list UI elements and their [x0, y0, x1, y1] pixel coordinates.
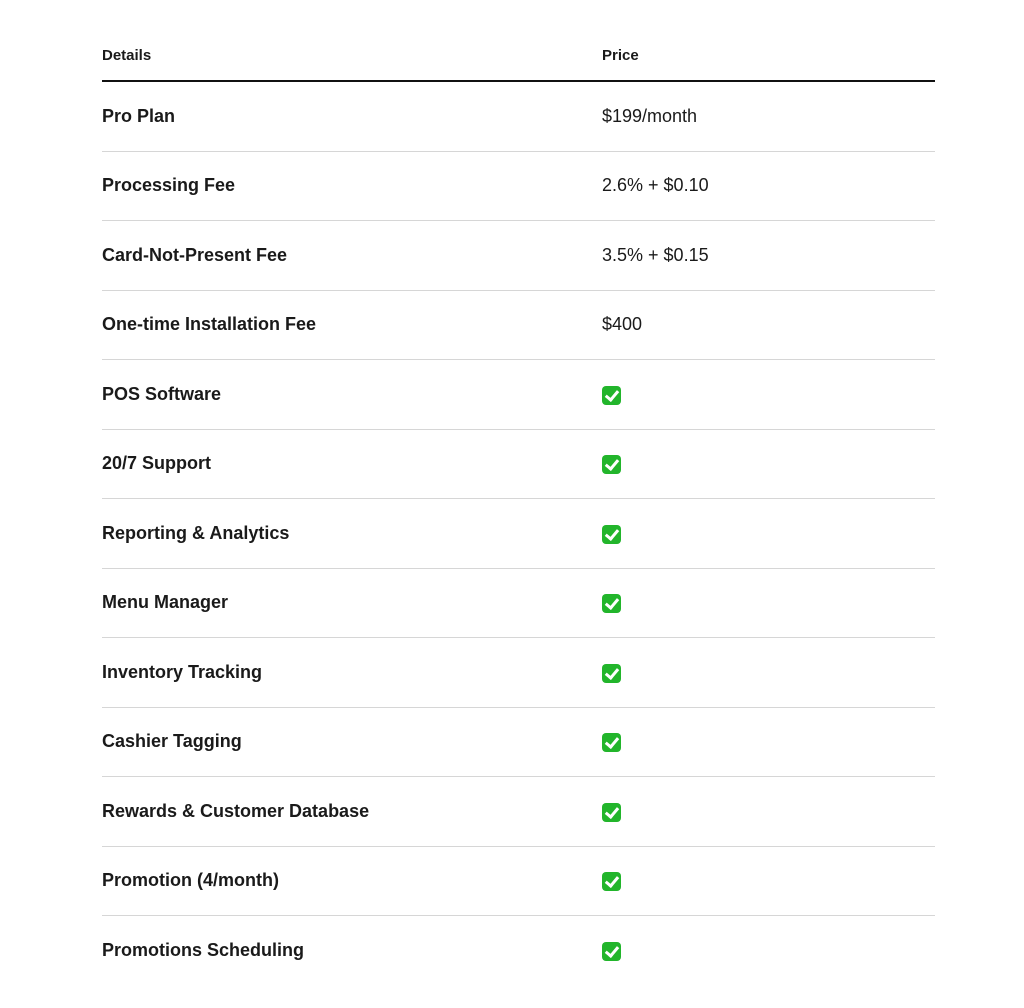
table-row: Menu Manager: [102, 569, 935, 638]
detail-cell: Card-Not-Present Fee: [102, 244, 288, 265]
price-cell: [602, 870, 935, 891]
detail-cell: Menu Manager: [102, 592, 229, 613]
detail-cell: Pro Plan: [102, 105, 176, 126]
detail-cell: Cashier Tagging: [102, 731, 242, 752]
check-mark-icon: [602, 733, 621, 752]
header-details: Details: [102, 46, 152, 64]
detail-cell: Reporting & Analytics: [102, 522, 290, 543]
check-mark-icon: [602, 941, 621, 961]
price-cell: $400: [602, 314, 643, 335]
check-mark-icon: [602, 872, 621, 891]
price-cell: 3.5% + $0.15: [602, 244, 709, 265]
check-mark-icon: [602, 385, 621, 405]
detail-cell: Inventory Tracking: [102, 661, 263, 682]
price-cell: [602, 801, 935, 822]
price-cell: [602, 523, 935, 544]
price-cell: [602, 384, 935, 405]
price-cell: [602, 592, 935, 613]
table-row: Rewards & Customer Database: [102, 777, 935, 847]
check-mark-icon: [602, 524, 621, 544]
price-cell: [602, 453, 935, 474]
price-cell: [602, 662, 935, 683]
detail-cell: Rewards & Customer Database: [102, 800, 370, 821]
detail-cell: One-time Installation Fee: [102, 314, 317, 335]
detail-cell: Promotions Scheduling: [102, 939, 305, 960]
table-row: One-time Installation Fee $400: [102, 291, 935, 360]
check-mark-icon: [602, 455, 621, 474]
table-row: Pro Plan $199/month: [102, 82, 935, 152]
check-mark-icon: [602, 663, 621, 683]
price-cell: 2.6% + $0.10: [602, 175, 709, 196]
table-row: Promotions Scheduling: [102, 916, 935, 985]
detail-cell: 20/7 Support: [102, 453, 212, 474]
table-row: Inventory Tracking: [102, 638, 935, 708]
detail-cell: Processing Fee: [102, 175, 236, 196]
table-row: Reporting & Analytics: [102, 499, 935, 569]
header-price: Price: [602, 46, 639, 64]
detail-cell: Promotion (4/month): [102, 870, 279, 891]
table-header: Details Price: [102, 30, 935, 82]
price-cell: $199/month: [602, 105, 698, 126]
table-row: Card-Not-Present Fee 3.5% + $0.15: [102, 221, 935, 291]
table-row: Promotion (4/month): [102, 847, 935, 916]
table-row: Cashier Tagging: [102, 708, 935, 777]
detail-cell: POS Software: [102, 383, 222, 404]
check-mark-icon: [602, 594, 621, 613]
pricing-table: Details Price Pro Plan $199/month Processi…: [102, 30, 935, 985]
table-row: POS Software: [102, 360, 935, 430]
table-row: 20/7 Support: [102, 430, 935, 499]
check-mark-icon: [602, 802, 621, 822]
price-cell: [602, 940, 935, 961]
table-row: Processing Fee 2.6% + $0.10: [102, 152, 935, 221]
price-cell: [602, 731, 935, 752]
